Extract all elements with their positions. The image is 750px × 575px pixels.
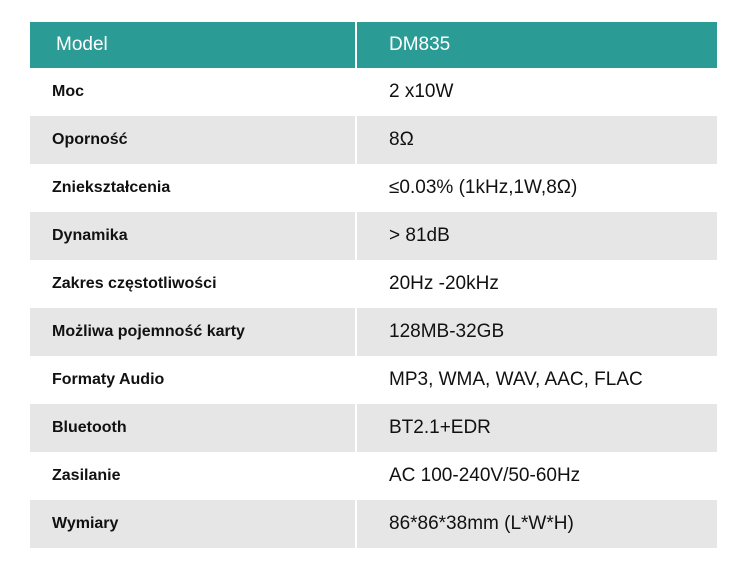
spec-label: Bluetooth (52, 419, 127, 436)
spec-value: > 81dB (355, 212, 717, 260)
table-row: Możliwa pojemność karty 128MB-32GB (30, 308, 717, 356)
table-row: Dynamika > 81dB (30, 212, 717, 260)
spec-label: Możliwa pojemność karty (52, 323, 245, 340)
spec-value: BT2.1+EDR (355, 404, 717, 452)
table-row: Zasilanie AC 100-240V/50-60Hz (30, 452, 717, 500)
spec-value: 86*86*38mm (L*W*H) (355, 500, 717, 548)
spec-label: Moc (52, 83, 84, 100)
table-row: Formaty Audio MP3, WMA, WAV, AAC, FLAC (30, 356, 717, 404)
spec-value: ≤0.03% (1kHz,1W,8Ω) (355, 164, 717, 212)
spec-value: MP3, WMA, WAV, AAC, FLAC (355, 356, 717, 404)
spec-label: Formaty Audio (52, 371, 165, 388)
spec-label: Wymiary (52, 515, 119, 532)
spec-label: Zasilanie (52, 467, 121, 484)
header-row: Model DM835 (30, 22, 717, 68)
spec-label: Dynamika (52, 227, 128, 244)
spec-value: 8Ω (355, 116, 717, 164)
spec-table: Model DM835 Moc 2 x10W Oporność 8Ω Zniekszta… (30, 22, 717, 548)
header-cell: Model (56, 34, 108, 55)
table-row: Zakres częstotliwości 20Hz -20kHz (30, 260, 717, 308)
header-cell: DM835 (355, 22, 717, 68)
spec-value: AC 100-240V/50-60Hz (355, 452, 717, 500)
table-row: Wymiary 86*86*38mm (L*W*H) (30, 500, 717, 548)
spec-value: 2 x10W (355, 68, 717, 116)
spec-value: 128MB-32GB (355, 308, 717, 356)
table-row: Zniekształcenia ≤0.03% (1kHz,1W,8Ω) (30, 164, 717, 212)
table-row: Oporność 8Ω (30, 116, 717, 164)
spec-label: Oporność (52, 131, 128, 148)
spec-label: Zakres częstotliwości (52, 275, 217, 292)
spec-value: 20Hz -20kHz (355, 260, 717, 308)
table-row: Moc 2 x10W (30, 68, 717, 116)
table-row: Bluetooth BT2.1+EDR (30, 404, 717, 452)
spec-label: Zniekształcenia (52, 179, 171, 196)
